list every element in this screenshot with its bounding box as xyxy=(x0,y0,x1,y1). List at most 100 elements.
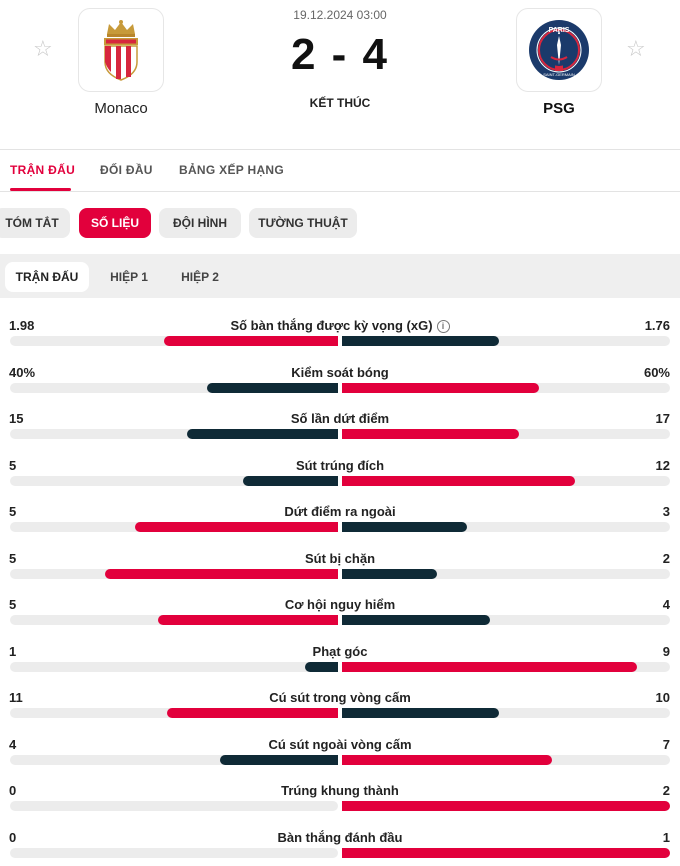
stat-home-value: 11 xyxy=(9,690,23,705)
away-bar-track xyxy=(342,336,670,346)
stat-home-value: 0 xyxy=(9,783,17,798)
stat-away-value: 1.76 xyxy=(644,318,670,333)
stat-row: 5 Sút bị chặn 2 xyxy=(0,531,680,579)
stat-label: Bàn thắng đánh đầu xyxy=(140,830,540,845)
away-bar-track xyxy=(342,522,670,532)
favorite-home-star-icon[interactable]: ☆ xyxy=(33,36,53,61)
pill-statistics[interactable]: SỐ LIỆU xyxy=(79,208,151,238)
pill-commentary[interactable]: TƯỜNG THUẬT xyxy=(249,208,357,238)
away-team-name[interactable]: PSG xyxy=(543,100,575,117)
home-team-name[interactable]: Monaco xyxy=(94,100,148,117)
match-score: 2 - 4 xyxy=(290,30,390,79)
pill-summary[interactable]: TÓM TẮT xyxy=(0,208,70,238)
away-team-logo[interactable]: PARIS SAINT-GERMAIN xyxy=(516,8,602,92)
home-team-logo[interactable] xyxy=(78,8,164,92)
stat-row: 5 Dứt điểm ra ngoài 3 xyxy=(0,484,680,532)
stat-away-value: 9 xyxy=(662,643,670,659)
away-bar-track xyxy=(342,708,670,718)
stat-away-value: 10 xyxy=(655,690,670,705)
period-first-half[interactable]: HIỆP 1 xyxy=(110,270,148,284)
stat-away-value: 1 xyxy=(662,829,670,845)
home-bar xyxy=(305,661,338,672)
stat-label: Trúng khung thành xyxy=(140,783,540,798)
stat-label: Cú sút trong vòng cấm xyxy=(140,690,540,705)
info-icon[interactable]: i xyxy=(436,320,450,333)
away-bar xyxy=(342,336,499,346)
tab-match[interactable]: TRẬN ĐẤU xyxy=(10,163,76,177)
stat-home-value: 4 xyxy=(9,736,17,752)
svg-text:SAINT-GERMAIN: SAINT-GERMAIN xyxy=(543,72,575,77)
period-full-match[interactable]: TRẬN ĐẤU xyxy=(5,262,89,292)
stat-label: Phạt góc xyxy=(140,644,540,659)
match-date: 19.12.2024 03:00 xyxy=(293,8,387,22)
away-bar-track xyxy=(342,615,670,625)
stat-label-text: Cú sút trong vòng cấm xyxy=(269,690,411,705)
home-bar-track xyxy=(10,382,338,393)
pill-lineups[interactable]: ĐỘI HÌNH xyxy=(159,208,241,238)
stat-away-value: 4 xyxy=(662,597,670,612)
stat-label-text: Cú sút ngoài vòng cấm xyxy=(268,736,412,752)
stat-home-value: 5 xyxy=(9,597,17,612)
stat-away-value: 7 xyxy=(662,736,670,752)
stat-row: 4 Cú sút ngoài vòng cấm 7 xyxy=(0,717,680,765)
away-bar-track xyxy=(342,801,670,811)
stat-label-text: Kiểm soát bóng xyxy=(291,364,389,380)
home-bar xyxy=(207,382,338,393)
stat-home-value: 1 xyxy=(9,643,17,659)
stat-row: 15 Số lần dứt điểm 17 xyxy=(0,391,680,439)
stat-row: 11 Cú sút trong vòng cấm 10 xyxy=(0,670,680,718)
stat-home-value: 5 xyxy=(9,550,17,566)
stat-label: Cơ hội nguy hiểm xyxy=(140,597,540,612)
svg-text:PARIS: PARIS xyxy=(549,27,570,34)
away-bar-track xyxy=(342,847,670,858)
home-bar xyxy=(187,429,338,439)
stat-away-value: 3 xyxy=(662,504,670,519)
stat-label-text: Số bàn thắng được kỳ vọng (xG) xyxy=(230,318,433,333)
main-tabs: TRẬN ĐẤU ĐỐI ĐẦU BẢNG XẾP HẠNG xyxy=(0,150,680,192)
away-bar xyxy=(342,568,437,579)
stat-label-text: Số lần dứt điểm xyxy=(290,411,390,426)
favorite-away-star-icon[interactable]: ☆ xyxy=(626,36,646,61)
stat-away-value: 2 xyxy=(662,550,670,566)
stat-away-value: 17 xyxy=(655,411,670,426)
away-bar-track xyxy=(342,382,670,393)
home-bar-track xyxy=(10,336,338,346)
home-bar-track xyxy=(10,801,338,811)
stat-label-text: Sút trúng đích xyxy=(295,457,385,473)
tab-head-to-head[interactable]: ĐỐI ĐẦU xyxy=(100,163,153,177)
home-bar-track xyxy=(10,568,338,579)
section-pills: TÓM TẮT SỐ LIỆU ĐỘI HÌNH TƯỜNG THUẬT xyxy=(0,192,680,254)
stat-row: 1 Phạt góc 9 xyxy=(0,624,680,672)
home-bar xyxy=(167,708,338,718)
match-header: ☆ Monaco 19.12.2024 03:00 2 - 4 KẾT THÚC xyxy=(0,0,680,150)
away-bar xyxy=(342,708,499,718)
stat-home-value: 40% xyxy=(9,364,36,380)
period-tabs: TRẬN ĐẤU HIỆP 1 HIỆP 2 xyxy=(0,254,680,298)
stat-away-value: 60% xyxy=(643,364,670,380)
away-bar-track xyxy=(342,475,670,486)
home-bar xyxy=(243,475,338,486)
home-bar-track xyxy=(10,475,338,486)
home-bar xyxy=(220,754,338,765)
away-bar-track xyxy=(342,429,670,439)
tab-standings[interactable]: BẢNG XẾP HẠNG xyxy=(179,163,285,177)
stat-label: Số bàn thắng được kỳ vọng (xG) i xyxy=(140,318,540,333)
home-bar xyxy=(105,568,338,579)
period-second-half[interactable]: HIỆP 2 xyxy=(181,270,219,284)
home-bar xyxy=(135,522,338,532)
stat-row: 0 Trúng khung thành 2 xyxy=(0,763,680,811)
stat-home-value: 1.98 xyxy=(9,318,35,333)
stat-label-text: Phạt góc xyxy=(312,643,368,659)
stat-label: Số lần dứt điểm xyxy=(140,411,540,426)
home-bar-track xyxy=(10,429,338,439)
stat-away-value: 2 xyxy=(662,783,670,798)
away-bar xyxy=(342,429,519,439)
home-bar-track xyxy=(10,661,338,672)
away-bar xyxy=(342,754,552,765)
home-bar-track xyxy=(10,754,338,765)
stats-list: 1.98 Số bàn thắng được kỳ vọng (xG) i 1.76 4… xyxy=(0,298,680,858)
stat-label: Cú sút ngoài vòng cấm xyxy=(140,737,540,752)
stat-label: Kiểm soát bóng xyxy=(140,365,540,380)
home-bar xyxy=(158,615,338,625)
stat-row: 0 Bàn thắng đánh đầu 1 xyxy=(0,810,680,858)
